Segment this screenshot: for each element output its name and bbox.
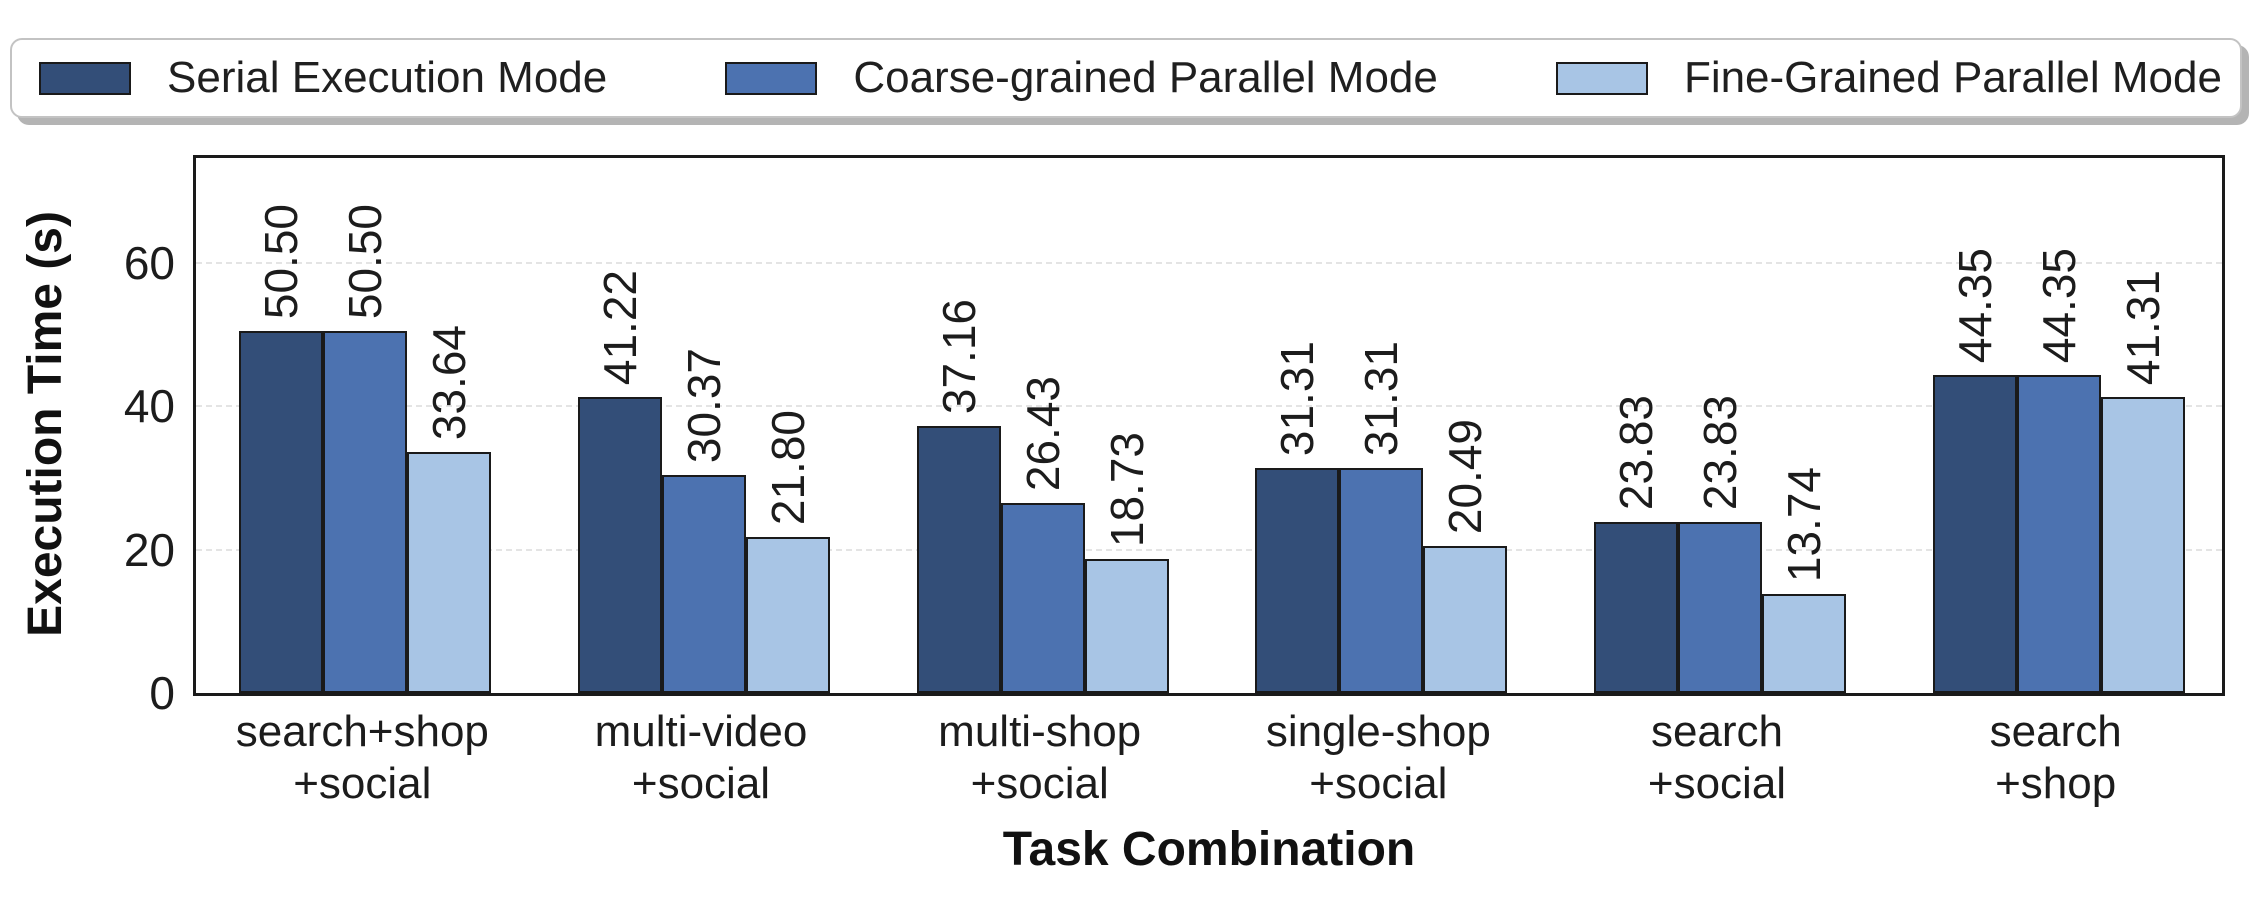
x-category-label: multi-shop +social	[938, 707, 1142, 808]
bar	[1423, 546, 1508, 693]
bar-value-text: 30.37	[678, 348, 730, 464]
legend-swatch	[1555, 61, 1648, 95]
legend-label: Serial Execution Mode	[167, 53, 608, 102]
bar	[1678, 522, 1762, 693]
legend-entry: Coarse-grained Parallel Mode	[725, 54, 1438, 102]
bar	[1339, 468, 1424, 693]
bar	[1932, 374, 2017, 693]
bar	[323, 330, 408, 693]
bar	[239, 330, 324, 693]
bar-value-text: 44.35	[1948, 247, 2001, 363]
bar	[1594, 522, 1678, 693]
bar-value-text: 50.50	[339, 203, 392, 319]
x-category-label: single-shop +social	[1265, 707, 1491, 808]
bar-value-text: 37.16	[932, 299, 985, 415]
bar	[1762, 594, 1846, 693]
bar-value-text: 44.35	[2032, 247, 2085, 363]
bar	[916, 426, 1001, 693]
bar-value-text: 26.43	[1016, 376, 1069, 492]
bar	[2100, 396, 2185, 693]
x-category-label: multi-video +social	[594, 707, 808, 808]
bar	[1000, 503, 1085, 693]
bar-value-text: 33.64	[423, 324, 476, 440]
x-category-label: search+shop +social	[235, 707, 489, 808]
y-tick-label: 20	[123, 523, 175, 576]
bar-value-text: 31.31	[1355, 341, 1408, 457]
y-tick-label: 40	[123, 380, 175, 433]
bar-value-text: 50.50	[255, 203, 308, 319]
x-category-label: search +shop	[1989, 707, 2122, 808]
legend: Serial Execution Mode Coarse-grained Para…	[10, 38, 2242, 118]
bar	[1084, 558, 1169, 693]
gridline	[196, 261, 2222, 264]
legend-swatch	[725, 61, 818, 95]
bar-value-text: 41.22	[594, 270, 646, 386]
legend-label: Fine-Grained Parallel Mode	[1683, 53, 2222, 102]
bar	[746, 536, 830, 693]
bar	[578, 397, 662, 693]
legend-swatch	[39, 61, 131, 95]
bar	[1255, 468, 1340, 693]
gridline	[196, 548, 2222, 551]
legend-label: Coarse-grained Parallel Mode	[853, 53, 1438, 102]
bar-value-text: 13.74	[1778, 467, 1830, 583]
bar	[2016, 374, 2101, 693]
bar	[662, 475, 746, 693]
bar	[407, 451, 492, 693]
legend-entry: Serial Execution Mode	[39, 54, 607, 102]
bar-value-text: 21.80	[762, 409, 814, 525]
y-tick-label: 60	[123, 236, 175, 289]
legend-entry: Fine-Grained Parallel Mode	[1555, 53, 2222, 102]
gridline	[196, 405, 2222, 408]
x-axis-title: Task Combination	[1002, 823, 1416, 876]
plot-area: 50.50 50.50 33.64 41.22 30.37 21.80 37.16 26.43…	[193, 155, 2225, 696]
x-category-label: search +social	[1647, 707, 1787, 808]
bar-value-text: 23.83	[1694, 394, 1746, 511]
bar-value-text: 23.83	[1610, 394, 1662, 511]
y-tick-label: 0	[149, 667, 175, 719]
bar-value-text: 18.73	[1100, 431, 1153, 547]
bar-value-text: 31.31	[1271, 341, 1324, 457]
bar-value-text: 20.49	[1439, 418, 1492, 535]
bar-value-text: 41.31	[2116, 269, 2169, 385]
